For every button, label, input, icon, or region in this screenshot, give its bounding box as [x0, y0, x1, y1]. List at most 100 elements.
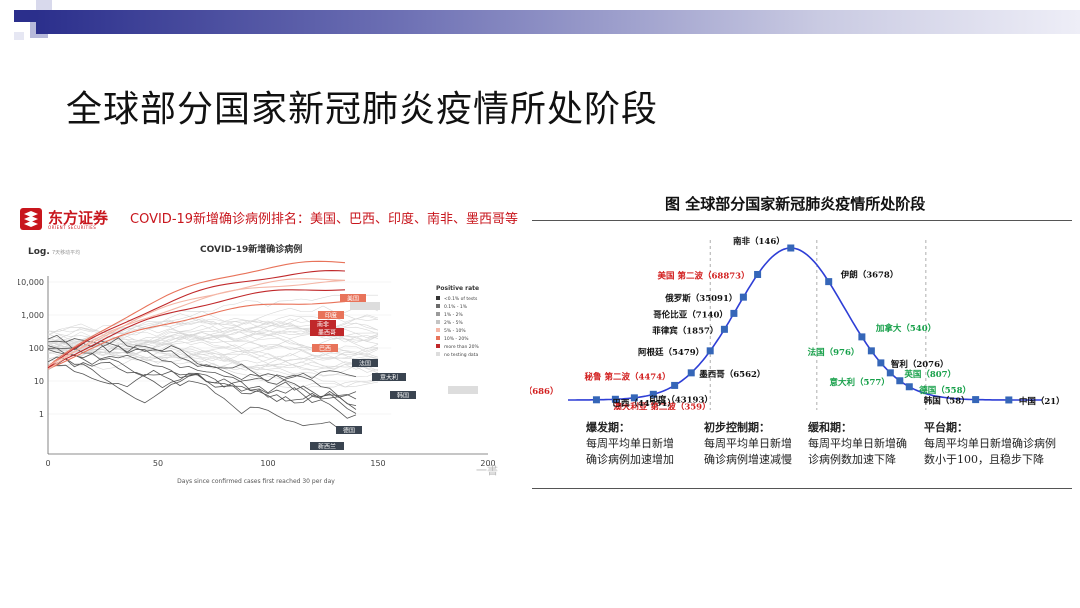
stage-point-label: 日本 第二波（686） [530, 386, 558, 397]
country-tag-label: 法国 [359, 360, 371, 368]
phase-initial-control-name: 初步控制期： [704, 421, 770, 434]
left-chart-highlight-series [47, 278, 346, 367]
left-chart-country-tag: 韩国 [390, 391, 416, 400]
left-chart-xtick: 100 [260, 459, 275, 468]
phase-initial-control: 初步控制期： 每周平均单日新增 确诊病例增速减慢 [704, 420, 792, 468]
phase-easing: 缓和期： 每周平均单日新增确 诊病例数加速下降 [808, 420, 907, 468]
country-tag-box [310, 320, 336, 328]
brand-name-en: ORIENT SECURITIES [48, 225, 97, 230]
watermark: 一書 [476, 464, 498, 477]
left-chart-ytick: 1 [39, 410, 44, 419]
left-chart-country-tag: 墨西哥 [310, 328, 344, 337]
slide-title: 全球部分国家新冠肺炎疫情所处阶段 [66, 89, 659, 130]
stage-point-label: 俄罗斯（35091） [664, 293, 737, 304]
right-panel: 图 全球部分国家新冠肺炎疫情所处阶段 日本 第二波（686） 澳大利亚 第二波（3… [530, 190, 1076, 490]
stage-point-marker [1005, 396, 1013, 404]
stage-point-label: 韩国（58） [924, 396, 970, 407]
left-chart-dark-series [47, 345, 357, 410]
country-tag-box [336, 426, 362, 434]
left-chart-dark-series [47, 343, 357, 385]
left-chart-country-tag: 意大利 [372, 373, 406, 382]
country-tag-label: 新西兰 [318, 443, 336, 451]
country-tag-label: 德国 [343, 427, 355, 435]
country-tag-box [390, 391, 416, 399]
stage-point-marker [592, 396, 600, 404]
left-chart-bg-series [47, 326, 379, 357]
stage-point-marker [886, 369, 894, 377]
left-chart-dark-series [47, 364, 357, 404]
stage-point-label: 巴西（44751） [612, 398, 676, 409]
phase-outbreak-name: 爆发期： [586, 421, 630, 434]
left-chart-xtick: 150 [370, 459, 385, 468]
left-chart-title: COVID-19新增确诊病例 [200, 243, 302, 255]
stage-point-label: 智利（2076） [890, 359, 949, 370]
left-panel: 东方证券 ORIENT SECURITIES COVID-19新增确诊病例排名：… [18, 200, 520, 492]
phase-outbreak-desc-2: 确诊病例加速增加 [586, 453, 674, 466]
phase-plateau: 平台期： 每周平均单日新增确诊病例 数小于100，且稳步下降 [924, 420, 1056, 468]
phase-plateau-desc-1: 每周平均单日新增确诊病例 [924, 437, 1056, 450]
stage-point-marker [649, 390, 657, 398]
phase-easing-desc-1: 每周平均单日新增确 [808, 437, 907, 450]
header-gradient-strip [36, 10, 1080, 34]
left-headline: COVID-19新增确诊病例排名：美国、巴西、印度、南非、墨西哥等 [130, 212, 519, 227]
left-chart-country-tag: 法国 [352, 359, 378, 368]
legend-label: <0.1% of tests [444, 296, 478, 302]
figure-bottom-rule [532, 488, 1072, 489]
legend-label: more than 20% [444, 344, 479, 350]
stage-point-label: 中国（21） [1019, 396, 1065, 407]
left-chart-ylabel: Log. [28, 247, 50, 257]
left-chart-highlight-series [47, 289, 346, 369]
stage-point-label: 法国（976） [808, 347, 860, 358]
stage-point-marker [754, 270, 762, 278]
stage-point-label: 阿根廷（5479） [638, 347, 704, 358]
country-tag-box [310, 442, 344, 450]
left-chart-dark-series [47, 347, 357, 406]
legend-swatch [436, 328, 440, 332]
country-tag-box [310, 328, 344, 336]
stage-point-marker [896, 377, 904, 385]
country-tag-box [448, 386, 478, 394]
stage-point-label: 英国（807） [903, 369, 956, 380]
phase-outbreak-desc-1: 每周平均单日新增 [586, 437, 674, 450]
stage-point-marker [877, 359, 885, 367]
stage-point-marker [858, 333, 866, 341]
left-chart-bg-series [47, 349, 379, 371]
stage-point-marker [787, 244, 795, 252]
brand-logo: 东方证券 ORIENT SECURITIES [18, 206, 118, 232]
epidemic-stage-curve: 日本 第二波（686） 澳大利亚 第二波（359）巴西（44751）印度（4319… [530, 236, 1065, 410]
left-chart-xtick: 50 [153, 459, 163, 468]
stage-point-label: 秘鲁 第二波（4474） [585, 371, 671, 382]
stage-point-label: 哥伦比亚（7140） [653, 309, 728, 320]
left-chart-country-tag: 印度 [318, 311, 344, 320]
left-chart-ytick: 10,000 [18, 278, 44, 287]
stage-point-label: 德国（558） [919, 385, 971, 396]
left-chart-ytick: 10 [34, 377, 44, 386]
legend-swatch [436, 296, 440, 300]
left-chart-country-tag: 德国 [336, 426, 362, 435]
left-chart-bg-series [47, 347, 379, 371]
left-chart-highlight-series [47, 260, 346, 367]
legend-swatch [436, 352, 440, 356]
legend-label: no testing data [444, 352, 478, 358]
stage-point-marker [630, 394, 638, 402]
left-chart-highlight-series [47, 279, 346, 370]
stage-point-label: 加拿大（540） [875, 323, 936, 334]
stage-point-marker [720, 325, 728, 333]
phase-plateau-name: 平台期： [924, 421, 968, 434]
country-tag-box [340, 294, 366, 302]
brand-logo-mark [20, 208, 42, 230]
stage-point-marker [739, 293, 747, 301]
left-chart-bg-series [47, 343, 379, 388]
legend-label: 10% - 20% [444, 336, 469, 342]
stage-point-marker [706, 347, 714, 355]
left-chart-xtick: 0 [45, 459, 50, 468]
legend-swatch [436, 336, 440, 340]
phase-easing-desc-2: 诊病例数加速下降 [808, 453, 896, 466]
stage-point-marker [671, 381, 679, 389]
stage-point-marker [687, 369, 695, 377]
stage-point-marker [825, 278, 833, 286]
country-tag-box [372, 373, 406, 381]
stage-point-label: 南非（146） [733, 236, 785, 247]
left-chart-country-tag: 新西兰 [310, 442, 344, 451]
